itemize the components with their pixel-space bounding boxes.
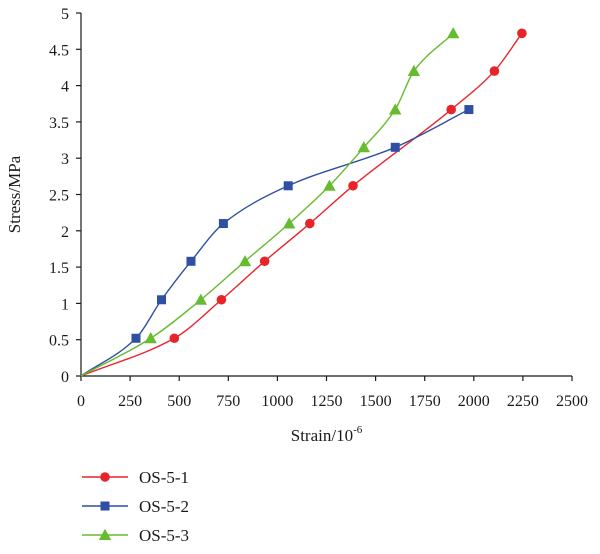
legend-item: OS-5-3 — [82, 526, 189, 545]
series-os-5-2 — [80, 105, 474, 377]
data-point — [282, 217, 296, 229]
legend: OS-5-1 OS-5-2 OS-5-3 — [82, 468, 189, 545]
data-point — [169, 333, 180, 344]
data-point — [446, 27, 460, 39]
data-point — [186, 256, 196, 266]
x-axis-title-main: Strain/10 — [291, 426, 353, 445]
data-point — [357, 141, 371, 153]
data-point — [238, 255, 252, 267]
legend-marker — [98, 528, 112, 540]
series-os-5-3 — [80, 27, 460, 377]
series-line — [80, 32, 454, 377]
y-tick-label: 2 — [61, 224, 69, 241]
series-os-5-1 — [80, 28, 527, 377]
x-axis-title-exponent: -6 — [353, 424, 363, 436]
legend-item: OS-5-2 — [82, 497, 189, 516]
x-tick-label: 1250 — [311, 393, 343, 410]
data-point — [283, 181, 293, 191]
data-point — [218, 219, 228, 229]
data-point — [259, 256, 270, 267]
data-point — [390, 142, 400, 152]
data-point — [323, 179, 336, 191]
y-tick-label: 4.5 — [49, 42, 69, 59]
series-layer — [80, 27, 527, 377]
x-tick-label: 250 — [118, 393, 142, 410]
x-tick-label: 0 — [77, 393, 85, 410]
x-tick-label: 2500 — [556, 393, 588, 410]
y-axis-title: Stress/MPa — [5, 155, 24, 233]
y-tick-label: 0 — [61, 369, 69, 386]
data-point — [216, 294, 227, 305]
y-tick-label: 1 — [61, 296, 69, 313]
data-point — [194, 293, 208, 305]
x-tick-label: 1750 — [409, 393, 441, 410]
x-tick-label: 2000 — [458, 393, 490, 410]
y-tick-label: 5 — [61, 6, 69, 23]
y-tick-label: 3.5 — [49, 115, 69, 132]
data-point — [144, 332, 157, 344]
axes: 0 250 500 750 1000 1250 1500 1750 2000 2250 2500 0… — [49, 6, 588, 410]
data-point — [489, 66, 500, 76]
y-tick-label: 3 — [61, 151, 69, 168]
data-point — [407, 64, 421, 77]
x-tick-label: 750 — [216, 393, 240, 410]
data-point — [131, 333, 141, 343]
data-point — [446, 104, 457, 115]
y-tick-label: 0.5 — [49, 333, 69, 350]
y-tick-label: 2.5 — [49, 188, 69, 205]
legend-marker — [100, 472, 110, 482]
x-tick-label: 1000 — [261, 393, 293, 410]
legend-marker — [100, 501, 110, 511]
series-line — [80, 32, 523, 377]
data-point — [157, 295, 167, 305]
legend-item: OS-5-1 — [82, 468, 189, 487]
legend-label: OS-5-1 — [139, 468, 189, 487]
x-tick-label: 1500 — [360, 393, 392, 410]
data-point — [305, 218, 315, 229]
data-point — [348, 180, 358, 191]
data-point — [464, 105, 474, 115]
x-tick-label: 500 — [167, 393, 191, 410]
data-point — [389, 103, 402, 115]
legend-label: OS-5-3 — [139, 526, 189, 545]
y-tick-label: 1.5 — [49, 260, 69, 277]
x-axis-title: Strain/10-6 — [291, 424, 363, 445]
legend-label: OS-5-2 — [139, 497, 189, 516]
x-tick-label: 2250 — [507, 393, 539, 410]
y-tick-label: 4 — [61, 79, 69, 96]
data-point — [517, 28, 527, 39]
x-ticks: 0 250 500 750 1000 1250 1500 1750 2000 2250 2500 — [77, 376, 588, 410]
y-ticks: 0 0.5 1 1.5 2 2.5 3 3.5 4 4.5 5 — [49, 6, 81, 386]
